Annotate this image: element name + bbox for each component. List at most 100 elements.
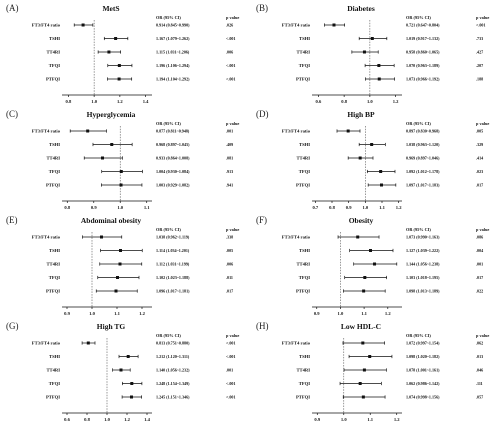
point-estimate [363, 276, 367, 279]
point-estimate [130, 395, 133, 399]
p-value-text: <.001 [226, 354, 236, 359]
row-label: FT3/FT4 ratio [32, 235, 61, 240]
p-value-text: .017 [226, 289, 233, 294]
panel-letter: (A) [6, 3, 19, 13]
x-tick-label: 1.2 [117, 99, 123, 104]
x-tick-label: 1.4 [143, 99, 149, 104]
or-value-text: 1.098 (1.013~1.189) [406, 289, 440, 294]
row-label: TSHI [49, 354, 60, 359]
row-label: TSHI [299, 354, 310, 359]
row-label: PTFQI [296, 77, 310, 82]
point-estimate [370, 37, 374, 40]
row-label: TT4RI [46, 368, 60, 373]
p-value-text: .207 [476, 63, 483, 68]
panel-g: (G) High TG OR (95% CI) p value FT3/FT4 rati… [6, 321, 239, 422]
row-label: TFQI [299, 169, 310, 174]
p-value-text: .913 [226, 169, 233, 174]
or-value-text: 1.212 (1.120~1.311) [156, 354, 190, 359]
p-value-text: .001 [476, 262, 483, 267]
p-value-text: .026 [226, 23, 233, 28]
point-estimate [119, 170, 123, 173]
or-value-text: 0.877 (0.811~0.948) [156, 129, 190, 134]
x-tick-label: 1.2 [124, 417, 130, 422]
p-value-text: .338 [226, 235, 233, 240]
x-tick-label: 0.9 [91, 205, 97, 210]
x-tick-label: 0.6 [64, 417, 70, 422]
p-value-text: .057 [476, 395, 483, 400]
or-value-text: 0.969 (0.897~1.046) [406, 156, 440, 161]
row-label: TT4RI [296, 50, 310, 55]
row-label: FT3/FT4 ratio [32, 129, 61, 134]
row-label: TFQI [49, 63, 60, 68]
point-estimate [118, 262, 122, 266]
point-estimate [379, 170, 383, 173]
point-estimate [117, 77, 121, 81]
row-label: TSHI [299, 36, 310, 41]
p-value-text: .414 [476, 156, 483, 161]
point-estimate [362, 289, 366, 293]
row-label: TFQI [49, 169, 60, 174]
or-value-text: 1.019 (0.917~1.132) [406, 36, 440, 41]
row-label: TSHI [299, 142, 310, 147]
x-tick-label: 1.2 [385, 311, 391, 316]
x-tick-label: 1.1 [379, 205, 385, 210]
point-estimate [332, 23, 336, 27]
x-tick-label: 0.9 [314, 417, 320, 422]
point-estimate [116, 276, 119, 279]
point-estimate [119, 183, 123, 187]
x-tick-label: 1.0 [91, 99, 97, 104]
p-value-text: .017 [476, 183, 483, 188]
p-value-text: .081 [226, 156, 233, 161]
row-label: TT4RI [296, 262, 310, 267]
p-value-text: .046 [476, 368, 483, 373]
x-tick-label: 1.1 [114, 311, 120, 316]
panel-title: Abdominal obesity [81, 216, 141, 225]
or-value-text: 1.102 (1.023~1.188) [156, 275, 190, 280]
or-value-text: 1.073 (0.966~1.192) [406, 77, 440, 82]
x-tick-label: 0.8 [84, 417, 90, 422]
x-tick-label: 0.8 [341, 99, 347, 104]
row-label: PTFQI [296, 289, 310, 294]
panel-letter: (H) [256, 321, 269, 331]
x-tick-label: 1.4 [144, 417, 150, 422]
or-value-text: 0.897 (0.830~0.968) [406, 129, 440, 134]
p-value-text: .188 [476, 77, 483, 82]
panel-title: Low HDL-C [341, 322, 381, 331]
panel-h: (H) Low HDL-C OR (95% CI) p value FT3/FT4 ra… [256, 321, 489, 422]
p-value-text: <.001 [226, 77, 236, 82]
point-estimate [110, 143, 114, 146]
row-label: PTFQI [46, 395, 60, 400]
x-tick-label: 1.1 [367, 417, 373, 422]
row-label: PTFQI [46, 183, 60, 188]
x-tick-label: 1.0 [89, 311, 95, 316]
row-label: TSHI [49, 36, 60, 41]
or-value-text: 1.074 (0.998~1.156) [406, 395, 440, 400]
panel-letter: (C) [6, 109, 18, 119]
p-column-header: p value [226, 121, 239, 126]
or-value-text: 1.114 (1.034~1.201) [156, 248, 190, 253]
p-value-text: <.001 [476, 23, 486, 28]
point-estimate [377, 64, 381, 67]
point-estimate [119, 368, 123, 372]
or-value-text: 1.194 (1.104~1.292) [156, 77, 190, 82]
point-estimate [358, 156, 362, 160]
or-value-text: 1.167 (1.079~1.262) [156, 36, 190, 41]
or-value-text: 1.038 (0.962~1.119) [156, 235, 190, 240]
panel-letter: (E) [6, 215, 18, 225]
x-tick-label: 1.0 [341, 417, 347, 422]
or-column-header: OR (95% CI) [406, 333, 431, 338]
row-label: TFQI [49, 381, 60, 386]
or-value-text: 1.070 (0.963~1.189) [406, 63, 440, 68]
or-value-text: 1.112 (1.031~1.199) [156, 262, 190, 267]
p-value-text: <.001 [226, 341, 236, 346]
point-estimate [377, 77, 381, 81]
or-column-header: OR (95% CI) [406, 121, 431, 126]
p-value-text: .062 [476, 341, 483, 346]
point-estimate [119, 249, 122, 252]
x-tick-label: 0.7 [312, 205, 318, 210]
point-estimate [117, 64, 121, 67]
or-value-text: 1.062 (0.986~1.142) [406, 381, 440, 386]
p-value-text: .011 [226, 275, 233, 280]
x-tick-label: 0.8 [66, 99, 72, 104]
or-column-header: OR (95% CI) [156, 333, 181, 338]
